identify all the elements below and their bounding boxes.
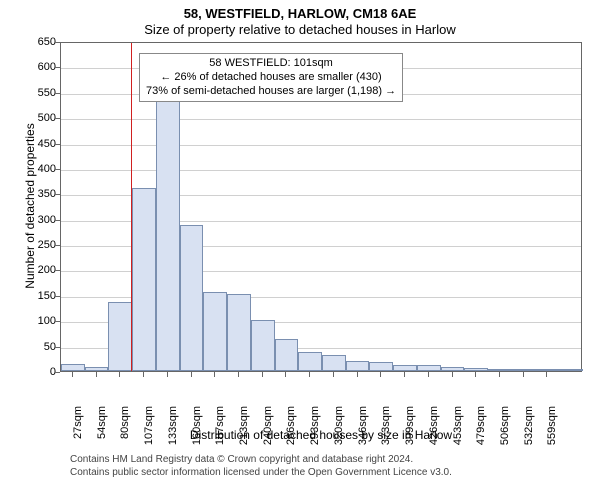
x-axis-label: Distribution of detached houses by size … bbox=[60, 428, 582, 442]
histogram-bar bbox=[61, 364, 85, 371]
y-tick-label: 100 bbox=[26, 315, 56, 327]
histogram-bar bbox=[132, 188, 156, 371]
histogram-bar bbox=[559, 369, 583, 371]
y-tick-label: 150 bbox=[26, 290, 56, 302]
chart-title-sub: Size of property relative to detached ho… bbox=[0, 21, 600, 37]
histogram-bar bbox=[298, 352, 322, 371]
y-tick-label: 350 bbox=[26, 188, 56, 200]
histogram-bar bbox=[512, 369, 536, 371]
y-tick-label: 450 bbox=[26, 138, 56, 150]
histogram-bar bbox=[203, 292, 227, 371]
footer: Contains HM Land Registry data © Crown c… bbox=[70, 454, 452, 479]
y-tick-label: 400 bbox=[26, 163, 56, 175]
property-marker-line bbox=[131, 43, 132, 371]
y-tick-label: 200 bbox=[26, 264, 56, 276]
histogram-bar bbox=[180, 225, 204, 371]
histogram-bar bbox=[417, 365, 441, 371]
histogram-bar bbox=[536, 369, 560, 371]
info-box: 58 WESTFIELD: 101sqm ← 26% of detached h… bbox=[139, 53, 403, 102]
info-line-3: 73% of semi-detached houses are larger (… bbox=[146, 85, 396, 99]
histogram-bar bbox=[251, 320, 275, 371]
y-tick-label: 250 bbox=[26, 239, 56, 251]
info-line-2: ← 26% of detached houses are smaller (43… bbox=[146, 71, 396, 85]
histogram-bar bbox=[393, 365, 417, 371]
histogram-bar bbox=[275, 339, 299, 371]
histogram-bar bbox=[227, 294, 251, 371]
histogram-bar bbox=[369, 362, 393, 371]
footer-line-1: Contains HM Land Registry data © Crown c… bbox=[70, 454, 452, 467]
histogram-bar bbox=[322, 355, 346, 371]
info-line-1: 58 WESTFIELD: 101sqm bbox=[146, 57, 396, 71]
y-tick-label: 50 bbox=[26, 341, 56, 353]
histogram-bar bbox=[108, 302, 132, 371]
histogram-bar bbox=[441, 367, 465, 371]
histogram-bar bbox=[488, 369, 512, 371]
footer-line-2: Contains public sector information licen… bbox=[70, 467, 452, 480]
histogram-bar bbox=[156, 98, 180, 371]
y-tick-label: 600 bbox=[26, 61, 56, 73]
y-tick-label: 300 bbox=[26, 214, 56, 226]
y-tick-label: 0 bbox=[26, 366, 56, 378]
histogram-bar bbox=[464, 368, 488, 371]
y-tick-label: 650 bbox=[26, 36, 56, 48]
y-tick-label: 550 bbox=[26, 87, 56, 99]
chart-plot-area: 58 WESTFIELD: 101sqm ← 26% of detached h… bbox=[60, 42, 582, 372]
y-tick-label: 500 bbox=[26, 112, 56, 124]
histogram-bar bbox=[85, 367, 109, 371]
histogram-bar bbox=[346, 361, 370, 371]
chart-title-main: 58, WESTFIELD, HARLOW, CM18 6AE bbox=[0, 0, 600, 21]
